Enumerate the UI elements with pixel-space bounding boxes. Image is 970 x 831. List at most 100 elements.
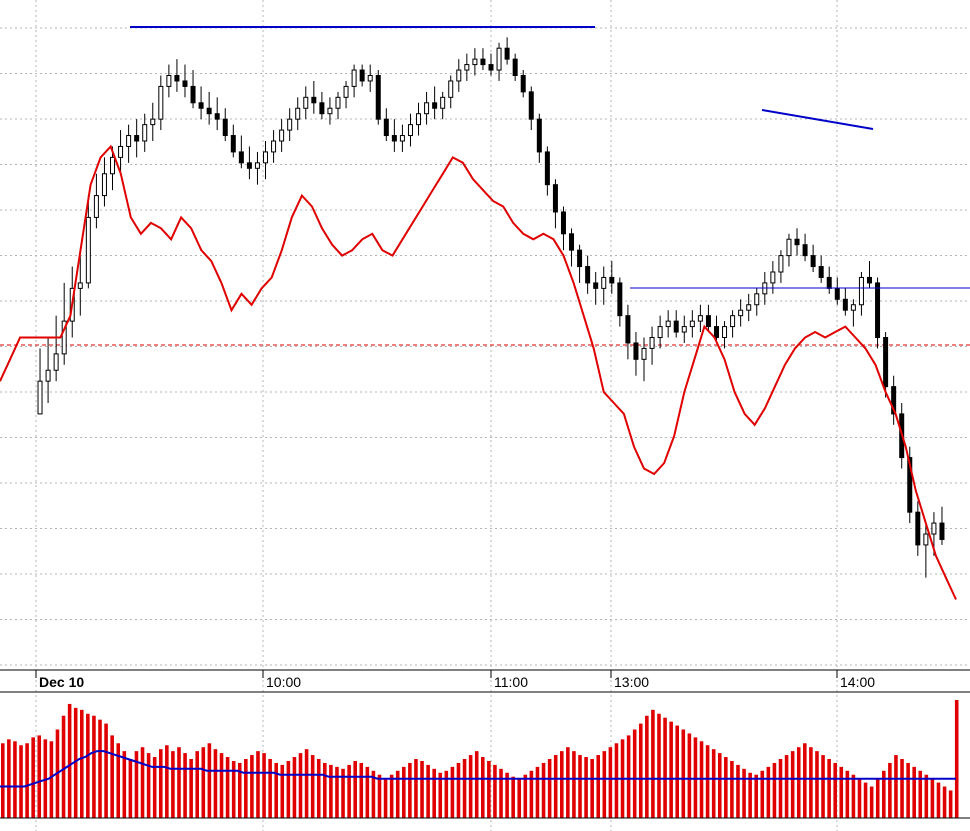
candle-body bbox=[850, 304, 856, 311]
candle-body bbox=[407, 124, 413, 137]
volume-bar bbox=[225, 757, 230, 818]
volume-bar bbox=[110, 735, 114, 818]
volume-bar bbox=[553, 755, 558, 818]
volume-bar bbox=[316, 759, 321, 818]
volume-bar bbox=[535, 766, 540, 818]
candle-body bbox=[399, 135, 405, 142]
volume-bar bbox=[839, 766, 844, 818]
volume-bar bbox=[98, 719, 102, 818]
volume-bar bbox=[158, 749, 163, 818]
volume-bar bbox=[614, 743, 619, 818]
candle-body bbox=[150, 118, 156, 126]
candle-body bbox=[802, 244, 808, 257]
volume-bar bbox=[760, 770, 765, 818]
volume-bar bbox=[645, 715, 649, 818]
volume-bar bbox=[778, 759, 783, 818]
volume-bar bbox=[31, 737, 35, 818]
volume-bar bbox=[426, 764, 430, 818]
volume-bar bbox=[942, 786, 947, 818]
volume-bar bbox=[602, 751, 607, 818]
candle-body bbox=[190, 85, 196, 104]
volume-bar bbox=[13, 741, 17, 818]
candle-body bbox=[842, 298, 848, 311]
candle-body bbox=[536, 118, 542, 153]
volume-bar bbox=[49, 741, 54, 818]
volume-bar bbox=[547, 759, 552, 818]
volume-bar bbox=[207, 743, 212, 818]
volume-bar bbox=[86, 713, 90, 818]
candle-body bbox=[448, 80, 454, 98]
volume-bar bbox=[766, 766, 771, 818]
candle-body bbox=[254, 162, 260, 169]
volume-bar bbox=[638, 723, 643, 818]
candle-body bbox=[569, 233, 575, 251]
volume-bar bbox=[882, 770, 886, 818]
candle-body bbox=[110, 156, 116, 175]
volume-bar bbox=[73, 707, 78, 818]
volume-bar bbox=[231, 760, 236, 818]
candle-body bbox=[754, 293, 760, 306]
volume-bar bbox=[736, 764, 740, 818]
volume-bar bbox=[827, 759, 831, 818]
volume-bar bbox=[365, 766, 370, 818]
candle-body bbox=[359, 69, 365, 82]
volume-bar bbox=[936, 782, 941, 818]
candle-body bbox=[778, 255, 784, 273]
volume-bar bbox=[863, 782, 868, 818]
candle-body bbox=[118, 145, 124, 158]
volume-bar bbox=[462, 759, 467, 818]
volume-bar bbox=[456, 762, 461, 818]
candle-body bbox=[279, 129, 285, 142]
volume-bar bbox=[140, 747, 145, 818]
candle-body bbox=[577, 249, 583, 268]
candle-body bbox=[697, 315, 703, 322]
candle-body bbox=[939, 522, 945, 540]
volume-bar bbox=[67, 703, 72, 818]
candle-body bbox=[174, 75, 180, 82]
volume-bar bbox=[256, 751, 260, 818]
volume-bar bbox=[183, 753, 187, 818]
volume-bar bbox=[237, 762, 242, 818]
volume-bars bbox=[1, 700, 959, 818]
candle-body bbox=[520, 75, 526, 93]
candle-body bbox=[456, 69, 462, 82]
candle-body bbox=[585, 266, 591, 284]
volume-bar bbox=[310, 755, 315, 818]
candle-body bbox=[496, 47, 502, 71]
volume-bar bbox=[152, 757, 157, 818]
volume-bar bbox=[869, 786, 874, 818]
volume-bar bbox=[632, 729, 637, 818]
volume-bar bbox=[529, 770, 534, 818]
volume-bar bbox=[596, 755, 601, 818]
volume-bar bbox=[128, 759, 133, 818]
candle-body bbox=[633, 342, 639, 360]
volume-bar bbox=[395, 770, 400, 818]
volume-bar bbox=[329, 764, 333, 818]
candle-body bbox=[464, 64, 470, 71]
candle-body bbox=[311, 96, 317, 104]
volume-bar bbox=[924, 774, 929, 818]
candle-body bbox=[528, 91, 534, 120]
volume-bar bbox=[669, 721, 673, 818]
price-candles bbox=[37, 37, 945, 578]
volume-bar bbox=[499, 768, 503, 818]
volume-bar bbox=[815, 751, 819, 818]
candle-body bbox=[238, 151, 244, 164]
volume-bar bbox=[219, 753, 224, 818]
volume-bar bbox=[195, 751, 200, 818]
volume-bar bbox=[116, 743, 121, 818]
volume-bar bbox=[675, 725, 680, 818]
candle-body bbox=[367, 75, 373, 82]
volume-bar bbox=[523, 774, 528, 818]
candle-body bbox=[826, 276, 832, 289]
volume-bar bbox=[572, 751, 576, 818]
volume-bar bbox=[19, 745, 23, 818]
candle-body bbox=[126, 135, 132, 147]
candle-body bbox=[432, 102, 438, 109]
volume-bar bbox=[189, 759, 193, 818]
volume-bar bbox=[1, 743, 5, 818]
candle-body bbox=[488, 64, 494, 71]
candle-body bbox=[746, 304, 752, 311]
volume-bar bbox=[402, 766, 406, 818]
